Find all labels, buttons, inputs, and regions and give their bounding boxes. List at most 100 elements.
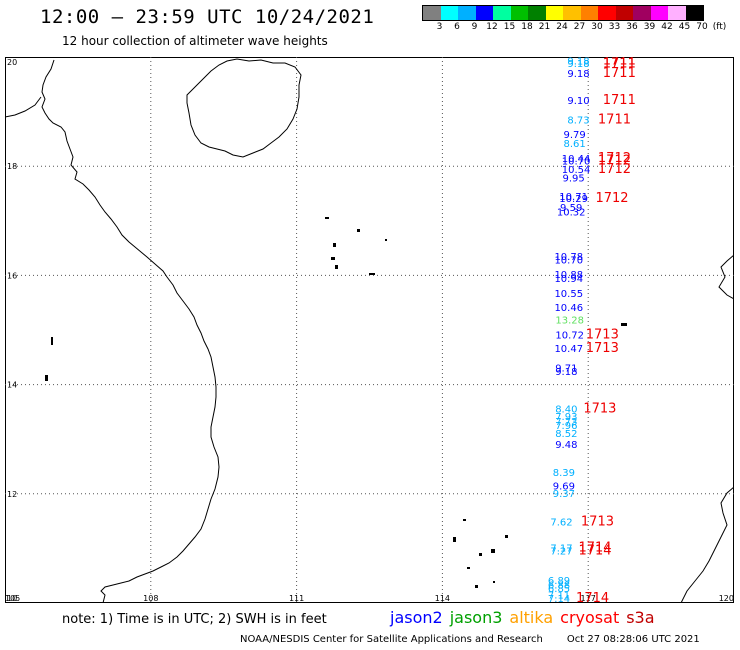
spratly-reef xyxy=(453,537,456,542)
wave-height-reading: 10.70 xyxy=(562,157,591,168)
wave-height-reading: 10.46 xyxy=(554,303,583,314)
legend-tick: 33 xyxy=(608,22,621,32)
coastal-islet xyxy=(51,337,53,345)
axis-tick-labels: 105 108 111 114 117 120 20 18 16 14 12 10 xyxy=(5,58,734,603)
legend-swatch xyxy=(633,6,651,20)
coastline-tonkin-path xyxy=(5,96,42,118)
legend-tick: 21 xyxy=(538,22,551,32)
satellite-jason3: jason3 xyxy=(449,608,503,627)
satellite-cryosat: cryosat xyxy=(560,608,620,627)
wave-height-reading: 8.61 xyxy=(563,139,585,150)
legend-tick: 42 xyxy=(661,22,673,32)
legend-swatch xyxy=(475,6,493,20)
wave-height-reading: 10.78 xyxy=(554,252,583,263)
wave-height-reading: 10.88 xyxy=(554,270,583,281)
legend-tick: 6 xyxy=(454,22,460,32)
wave-height-reading: 6.85 xyxy=(548,584,570,595)
legend-tick: 18 xyxy=(521,22,533,32)
spratly-reef xyxy=(479,553,482,556)
x-tick-label: 111 xyxy=(289,594,304,603)
legend-swatch xyxy=(615,6,633,20)
coastline-philippines xyxy=(680,254,734,603)
y-tick-label: 10 xyxy=(7,594,17,603)
pass-time-label: 1713 xyxy=(586,341,619,356)
legend-swatch xyxy=(580,6,598,20)
wave-height-reading: 7.96 xyxy=(555,421,577,432)
pass-time-label: 1713 xyxy=(586,328,619,343)
wave-height-reading: 6.89 xyxy=(548,576,570,587)
footer-source: NOAA/NESDIS Center for Satellite Applica… xyxy=(240,634,543,645)
paracel-reef xyxy=(333,243,336,247)
wave-height-reading: 7.14 xyxy=(548,594,570,603)
wave-height-reading: 7.11 xyxy=(548,591,570,602)
legend-swatch xyxy=(493,6,511,20)
y-tick-label: 20 xyxy=(7,58,17,67)
pass-time-label: 1714 xyxy=(576,591,609,603)
legend-tick: 70 xyxy=(696,22,708,32)
wave-height-reading: 7.93 xyxy=(555,412,577,423)
coastline-hainan xyxy=(186,58,302,158)
spratly-reef xyxy=(467,567,470,569)
x-tick-label: 105 xyxy=(5,594,20,603)
wave-height-reading: 10.32 xyxy=(557,207,586,218)
coastline-vietnam xyxy=(5,59,220,603)
legend-swatch xyxy=(545,6,563,20)
pass-time-label: 1711 xyxy=(603,93,636,108)
pass-time-label: 1712 xyxy=(598,154,631,169)
wave-height-reading: 13.28 xyxy=(555,315,584,326)
legend-tick: 9 xyxy=(471,22,478,32)
spratly-reef xyxy=(621,323,627,326)
legend-tick: 15 xyxy=(503,22,516,32)
wave-height-reading: 9.79 xyxy=(563,130,585,141)
legend-tick: 3 xyxy=(436,22,443,32)
pass-time-label: 1712 xyxy=(595,191,628,206)
altimeter-observations: 9.189.189.189.108.739.798.6110.4410.7010… xyxy=(548,57,590,603)
pass-time-label: 1712 xyxy=(598,151,631,166)
wave-height-reading: 9.18 xyxy=(555,367,577,378)
legend-swatch xyxy=(440,6,458,20)
x-tick-label: 117 xyxy=(581,594,596,603)
wave-height-reading: 6.88 xyxy=(548,580,570,591)
legend-tick: 12 xyxy=(486,22,498,32)
wave-height-reading: 8.52 xyxy=(555,429,577,440)
wave-height-reading: 10.72 xyxy=(555,331,584,342)
wave-height-reading: 8.40 xyxy=(555,404,577,415)
footer: NOAA/NESDIS Center for Satellite Applica… xyxy=(240,634,700,645)
luzon-coast-path xyxy=(718,254,734,300)
color-scale-legend xyxy=(422,5,704,21)
x-tick-label: 108 xyxy=(143,594,158,603)
y-tick-label: 14 xyxy=(7,381,17,390)
legend-swatch xyxy=(423,6,441,20)
x-tick-label: 120 xyxy=(719,594,734,603)
coastal-islet xyxy=(45,375,48,381)
wave-height-reading: 10.54 xyxy=(562,165,591,176)
wave-height-reading: 9.71 xyxy=(555,363,577,374)
pass-time-label: 1713 xyxy=(581,514,614,529)
wave-height-reading: 9.18 xyxy=(567,57,589,68)
legend-tick: 39 xyxy=(643,22,656,32)
paracel-reef xyxy=(325,217,329,219)
legend-swatch xyxy=(668,6,686,20)
spratly-reef xyxy=(475,585,478,588)
legend-swatch xyxy=(528,6,546,20)
legend-swatch xyxy=(510,6,528,20)
paracel-reef xyxy=(331,257,335,260)
coastline-vietnam-path xyxy=(41,59,220,603)
pass-time-label: 1714 xyxy=(578,543,611,558)
legend-tick: (ft) xyxy=(712,22,727,32)
hainan-island-path xyxy=(186,58,302,158)
wave-height-reading: 7.73 xyxy=(555,417,577,428)
wave-height-reading: 10.44 xyxy=(562,154,591,165)
satellite-altika: altika xyxy=(509,608,554,627)
wave-height-reading: 10.29 xyxy=(559,194,588,205)
paracel-reef xyxy=(335,265,338,269)
wave-height-reading: 10.47 xyxy=(554,344,583,355)
spratly-reef xyxy=(463,519,466,521)
pass-time-label: 1711 xyxy=(598,113,631,128)
pass-time-labels: 1711171117111711171117121712171217121713… xyxy=(576,57,636,603)
legend-swatch xyxy=(685,6,703,20)
wave-height-reading: 7.17 xyxy=(550,544,572,555)
wave-height-reading: 8.39 xyxy=(553,468,575,479)
map-title: 12:00 – 23:59 UTC 10/24/2021 xyxy=(40,6,375,28)
